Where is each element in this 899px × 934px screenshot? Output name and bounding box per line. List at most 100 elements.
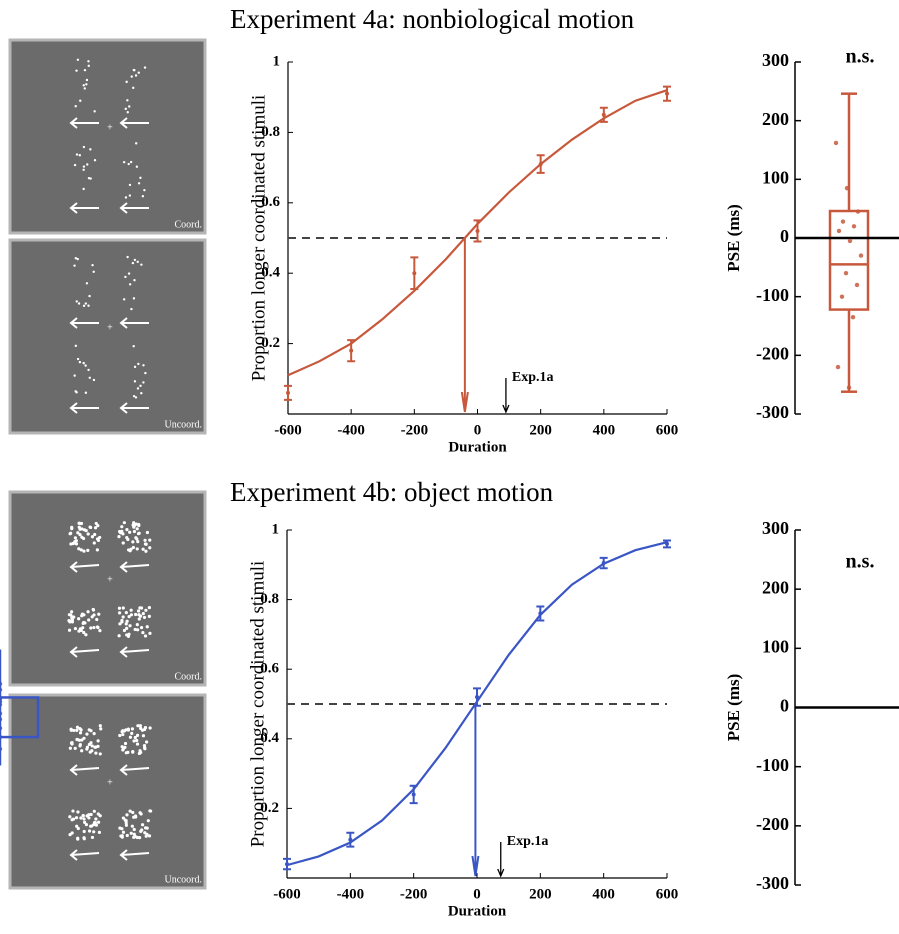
- stimulus-dot: [78, 533, 82, 537]
- stimulus-dot: [135, 733, 140, 737]
- stimulus-dot: [126, 728, 130, 732]
- stimulus-dot: [127, 272, 131, 275]
- x-tick-label: -400: [337, 886, 365, 902]
- stimulus-dot: [121, 830, 126, 834]
- y-tick-label: 0: [780, 696, 789, 716]
- x-tick-label: 200: [529, 422, 552, 438]
- stimulus-dot: [138, 614, 143, 618]
- stimulus-dot: [132, 521, 136, 525]
- stimulus-dot: [76, 810, 80, 814]
- stimulus-dot: [73, 374, 76, 377]
- stimulus-dot: [71, 809, 75, 813]
- stimulus-dot: [92, 625, 96, 630]
- stimulus-dot: [136, 540, 140, 544]
- stimulus-dot: [89, 626, 93, 630]
- data-point: [601, 561, 606, 566]
- stimulus-dot: [78, 154, 82, 157]
- stimulus-dot: [82, 361, 85, 365]
- stimulus-dot: [125, 619, 129, 623]
- stimulus-dot: [74, 539, 78, 543]
- annotation-arrow: [497, 842, 505, 878]
- stimulus-dot: [135, 622, 139, 627]
- y-tick-label: 300: [762, 50, 789, 70]
- stimulus-dot: [125, 536, 129, 540]
- stimulus-dot: [120, 745, 124, 749]
- y-tick-label: 0.4: [260, 730, 279, 746]
- stimulus-dot: [83, 68, 87, 72]
- stimulus-arrow: [119, 117, 149, 129]
- data-point: [475, 228, 480, 233]
- stimulus-dot: [75, 728, 79, 732]
- data-point: [843, 271, 849, 276]
- stimulus-dot: [87, 368, 90, 372]
- stimulus-dot: [84, 529, 88, 533]
- stimulus-dot: [82, 187, 85, 191]
- stimulus-dot: [85, 78, 89, 82]
- stimulus-dot: [144, 542, 148, 546]
- stimulus-dot: [128, 183, 132, 187]
- stimulus-dot: [68, 532, 72, 536]
- stimulus-dot: [144, 740, 149, 744]
- y-tick-label: 100: [762, 636, 789, 656]
- stimulus-dot: [85, 745, 90, 749]
- stimulus-label: Coord.: [175, 219, 203, 230]
- annotation-arrow: [502, 378, 510, 414]
- stimulus-dot: [139, 829, 143, 834]
- stimulus-dot: [143, 634, 148, 638]
- stimulus-dot: [128, 735, 133, 739]
- box: [828, 209, 870, 311]
- y-tick-label: 100: [762, 167, 789, 187]
- stimulus-dot: [121, 541, 125, 545]
- stimulus-dot: [87, 177, 91, 180]
- stimulus-dot: [87, 618, 91, 622]
- stimulus-dot: [76, 257, 79, 261]
- stimulus-dot: [92, 270, 95, 274]
- stimulus-dot: [147, 614, 151, 618]
- stimulus-dot: [133, 735, 137, 740]
- pse-arrow: [471, 704, 480, 877]
- y-tick-label: -300: [756, 873, 789, 893]
- stimulus-dot: [92, 732, 96, 736]
- stimulus-dot: [70, 610, 74, 614]
- stimulus-dot: [70, 527, 74, 531]
- stimulus-dot: [95, 548, 99, 552]
- stimulus-dot: [136, 609, 141, 613]
- stimulus-dot: [131, 540, 135, 544]
- stimulus-dot: [69, 727, 73, 731]
- stimulus-dot: [142, 364, 145, 367]
- data-point: [0, 717, 3, 722]
- stimulus-dot: [121, 732, 125, 737]
- data-point: [349, 348, 354, 353]
- data-point: [411, 792, 416, 797]
- stimulus-dot: [78, 727, 82, 731]
- y-tick-label: 200: [762, 109, 789, 129]
- stimulus-dot: [128, 194, 132, 197]
- stimulus-dot: [82, 829, 86, 834]
- stimulus-dot: [129, 613, 134, 617]
- stimulus-dot: [143, 725, 148, 730]
- stimulus-dot: [77, 302, 81, 305]
- stimulus-panel: [8, 38, 207, 235]
- stimulus-fixation: +: [107, 122, 113, 133]
- y-axis-label: PSE (ms): [724, 204, 743, 272]
- stimulus-dot: [132, 827, 136, 832]
- stimulus-dot: [120, 525, 124, 529]
- stimulus-dot: [131, 810, 135, 815]
- y-tick-label: -300: [756, 402, 789, 422]
- stimulus-dot: [82, 736, 86, 740]
- stimulus-dot: [144, 834, 148, 838]
- stimulus-dot: [135, 742, 140, 746]
- stimulus-dot: [82, 549, 86, 553]
- stimulus-dot: [130, 824, 134, 828]
- stimulus-dot: [137, 362, 140, 366]
- x-tick-label: 600: [656, 886, 679, 902]
- x-tick-label: -600: [273, 886, 301, 902]
- stimulus-dot: [132, 86, 135, 90]
- stimulus-dot: [132, 835, 136, 839]
- stimulus-dot: [80, 614, 84, 618]
- stimulus-dot: [133, 365, 137, 369]
- stimulus-dot: [75, 737, 79, 742]
- stimulus-dot: [123, 818, 127, 822]
- stimulus-dot: [83, 820, 87, 825]
- stimulus-dot: [141, 547, 145, 551]
